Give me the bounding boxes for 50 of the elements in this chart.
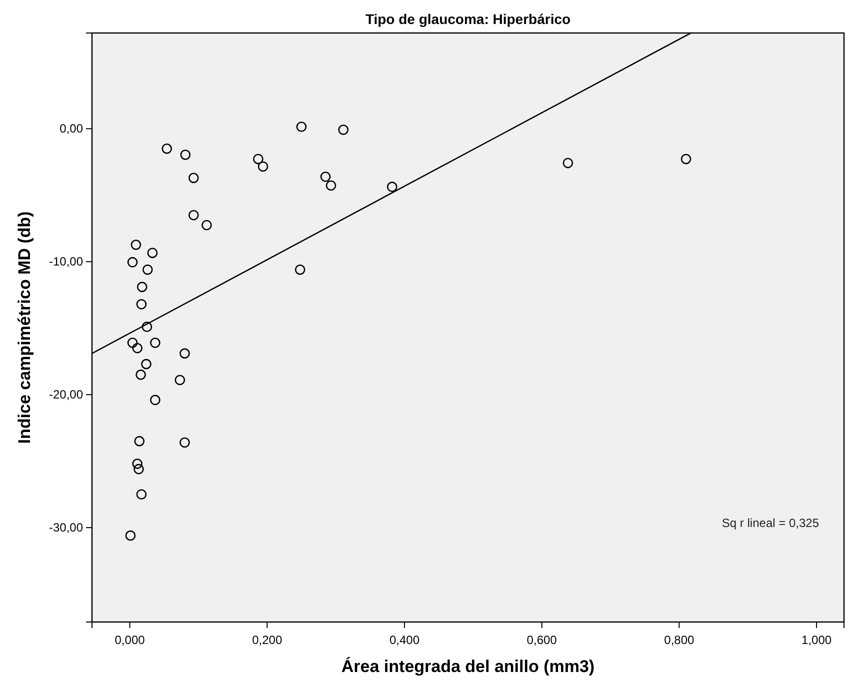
y-axis-title: Indice campimétrico MD (db) bbox=[15, 211, 34, 444]
point bbox=[386, 182, 398, 192]
point bbox=[127, 338, 138, 348]
x-tick-label: 0,600 bbox=[526, 633, 558, 648]
point bbox=[296, 122, 307, 132]
point bbox=[338, 124, 349, 135]
point bbox=[141, 358, 152, 370]
x-tick-label: 1,000 bbox=[802, 633, 832, 648]
x-tick-label: 0,400 bbox=[389, 633, 420, 648]
point bbox=[134, 436, 145, 446]
point bbox=[174, 374, 186, 386]
point bbox=[253, 154, 264, 164]
point bbox=[150, 338, 160, 348]
point bbox=[202, 220, 212, 230]
chart-title: Tipo de glaucoma: Hiperbárico bbox=[365, 11, 571, 27]
point bbox=[130, 240, 142, 250]
point bbox=[142, 322, 152, 332]
point bbox=[180, 348, 190, 359]
point bbox=[188, 210, 199, 220]
point bbox=[136, 370, 146, 380]
point bbox=[258, 161, 268, 172]
annotation: Sq r lineal = 0,325 bbox=[722, 516, 820, 530]
point bbox=[562, 158, 574, 168]
point bbox=[125, 530, 136, 541]
point bbox=[162, 144, 172, 154]
point bbox=[147, 248, 158, 258]
point bbox=[320, 172, 331, 182]
y-tick-label: -20,00 bbox=[48, 387, 84, 402]
point bbox=[180, 437, 190, 448]
x-axis-title: Área integrada del anillo (mm3) bbox=[341, 656, 595, 676]
y-tick-label: 0,00 bbox=[60, 122, 84, 136]
y-tick-label: -10,00 bbox=[48, 254, 84, 269]
point bbox=[680, 154, 692, 164]
point bbox=[132, 342, 142, 354]
point bbox=[188, 172, 199, 184]
x-tick-label: 0,200 bbox=[252, 633, 282, 648]
point bbox=[134, 464, 144, 474]
point bbox=[136, 489, 147, 500]
point bbox=[294, 264, 306, 275]
x-tick-label: 0,000 bbox=[114, 633, 146, 648]
point bbox=[136, 282, 148, 292]
point bbox=[127, 257, 138, 268]
x-tick-label: 0,800 bbox=[664, 633, 695, 648]
point bbox=[132, 458, 142, 469]
point bbox=[180, 150, 191, 160]
point bbox=[326, 180, 336, 191]
point bbox=[142, 264, 153, 275]
point bbox=[150, 394, 160, 406]
y-tick-label: -30,00 bbox=[48, 520, 84, 534]
point bbox=[136, 299, 147, 310]
